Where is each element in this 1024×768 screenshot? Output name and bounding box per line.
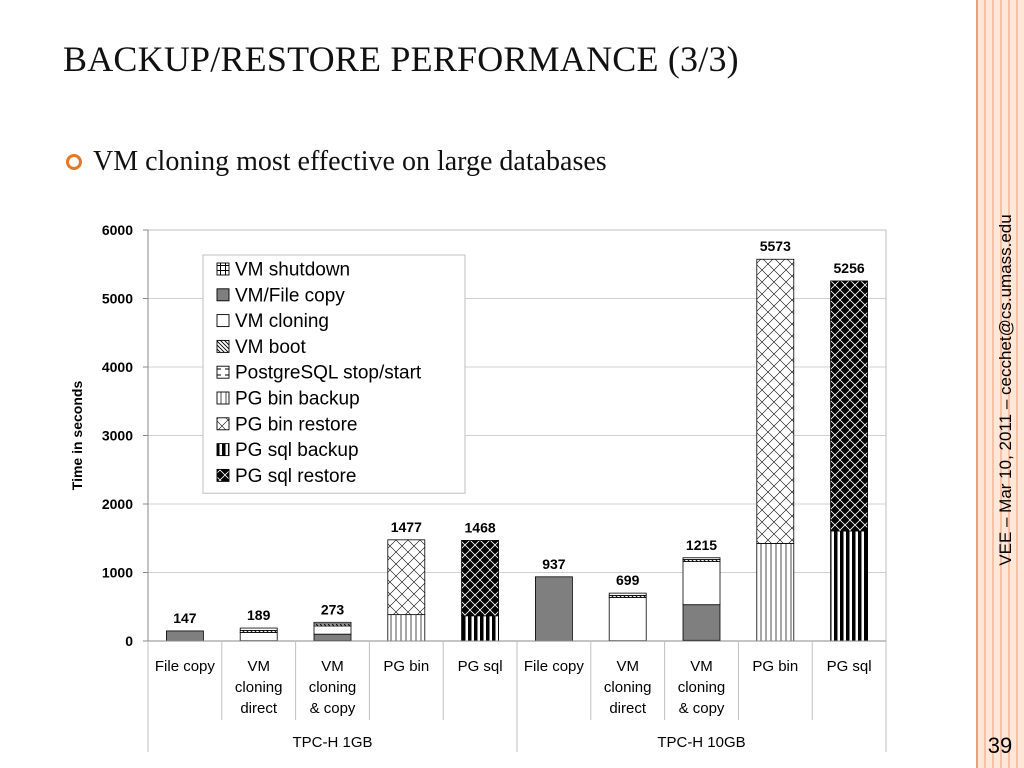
bullet-circle-icon: [66, 154, 82, 170]
legend-swatch: [216, 391, 230, 405]
legend-entry: PostgreSQL stop/start: [235, 363, 422, 384]
legend-box: [202, 254, 466, 494]
bar-segment: [682, 604, 721, 641]
bar-segment: [387, 614, 426, 642]
bar-segment: [682, 561, 721, 606]
y-tick-label: 0: [125, 633, 133, 649]
x-category-label: cloning: [235, 679, 283, 696]
bar-segment: [239, 627, 278, 631]
legend-entry: PG bin restore: [235, 414, 358, 435]
x-category-label: direct: [240, 700, 278, 717]
legend-swatch: [216, 288, 230, 302]
x-category-label: VM: [321, 658, 344, 675]
legend-swatch: [216, 365, 230, 379]
x-category-label: PG bin: [383, 658, 429, 675]
y-tick-label: 5000: [102, 291, 133, 307]
x-category-label: VM: [247, 658, 270, 675]
y-tick-label: 3000: [102, 428, 133, 444]
x-category-label: PG bin: [752, 658, 798, 675]
x-group-label: TPC-H 1GB: [292, 734, 372, 751]
bar-total-label: 699: [616, 572, 640, 588]
x-category-label: & copy: [679, 700, 725, 717]
bar-segment: [313, 621, 352, 625]
x-category-label: cloning: [678, 679, 726, 696]
bullet-text: VM cloning most effective on large datab…: [93, 146, 607, 177]
x-group-label: TPC-H 10GB: [657, 734, 745, 751]
bar-segment: [461, 615, 500, 642]
decorative-side-border: [976, 0, 1024, 768]
legend-swatch: [216, 468, 230, 482]
slide-title: BACKUP/RESTORE PERFORMANCE (3/3): [63, 39, 739, 79]
x-category-label: direct: [609, 700, 647, 717]
page-number: 39: [987, 733, 1013, 758]
x-category-label: cloning: [309, 679, 357, 696]
bar-segment: [165, 630, 204, 642]
x-category-label: File copy: [155, 658, 216, 675]
bullet-item: VM cloning most effective on large datab…: [66, 142, 607, 182]
bar-total-label: 937: [542, 556, 566, 572]
legend-swatch: [216, 262, 230, 276]
legend-entry: VM shutdown: [235, 260, 350, 281]
bar-segment: [387, 539, 426, 616]
bar-total-label: 1215: [686, 537, 717, 553]
x-category-label: VM: [616, 658, 639, 675]
x-category-label: VM: [690, 658, 713, 675]
legend-swatch: [216, 314, 230, 328]
bar-total-label: 147: [173, 610, 197, 626]
bar-segment: [830, 280, 868, 532]
legend-entry: VM/File copy: [235, 285, 345, 306]
bar-segment: [313, 625, 352, 635]
stacked-bar-chart: 147 189 273 1477 1468 937 699 1215 5573 5256 0 100…: [69, 222, 887, 752]
y-tick-label: 6000: [102, 222, 133, 238]
x-category-label: PG sql: [827, 658, 872, 675]
legend-entry: PG sql backup: [235, 440, 359, 461]
bar-total-label: 5573: [760, 238, 791, 254]
y-tick-label: 1000: [102, 565, 133, 581]
bar-segment: [608, 597, 647, 642]
bar-total-label: 5256: [834, 260, 865, 276]
bar-segment: [239, 632, 278, 642]
bar-segment: [830, 530, 868, 642]
bar-total-label: 1468: [465, 519, 496, 535]
legend-entry: VM boot: [235, 337, 306, 358]
legend-entry: PG sql restore: [235, 466, 356, 487]
x-category-label: & copy: [310, 700, 356, 717]
y-tick-label: 2000: [102, 496, 133, 512]
bar-total-label: 189: [247, 607, 271, 623]
bar-segment: [756, 542, 795, 642]
y-tick-label: 4000: [102, 359, 133, 375]
bar-segment: [682, 557, 721, 560]
legend-entry: PG bin backup: [235, 389, 360, 410]
legend-swatch: [216, 443, 230, 457]
y-axis-title: Time in seconds: [69, 381, 85, 491]
bar-segment: [313, 633, 352, 642]
bar-total-label: 273: [321, 601, 345, 617]
bar-total-label: 1477: [391, 519, 422, 535]
bar-segment: [608, 592, 647, 596]
legend-swatch: [216, 417, 230, 431]
x-category-label: PG sql: [458, 658, 503, 675]
legend-entry: VM cloning: [235, 311, 329, 332]
x-category-label: File copy: [524, 658, 585, 675]
bar-segment: [535, 576, 573, 642]
legend-swatch: [216, 339, 230, 353]
x-category-label: cloning: [604, 679, 652, 696]
bar-segment: [461, 540, 500, 617]
side-footer-text: VEE – Mar 10, 2011 – cecchet@cs.umass.ed…: [996, 214, 1015, 566]
bar-segment: [756, 258, 795, 544]
